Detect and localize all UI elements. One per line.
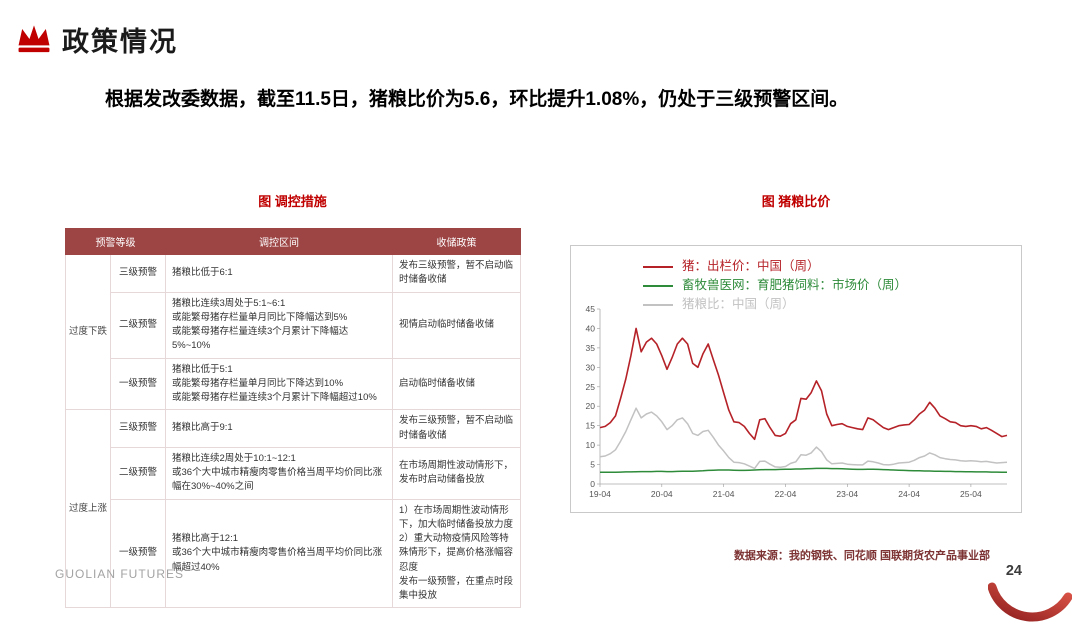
policy-cell: 启动临时储备收储 xyxy=(392,357,521,411)
chart-caption: 图 猪粮比价 xyxy=(761,194,831,209)
range-cell: 猪粮比低于5:1 或能繁母猪存栏量单月同比下降达到10% 或能繁母猪存栏量连续3… xyxy=(165,357,393,411)
header-control-range: 调控区间 xyxy=(165,228,393,255)
svg-text:25-04: 25-04 xyxy=(960,489,982,499)
legend-label: 猪：出栏价：中国（周） xyxy=(682,259,820,273)
table-row: 过度上涨 三级预警 猪粮比高于9:1 发布三级预警，暂不启动临时储备收储 xyxy=(65,409,521,609)
range-cell: 猪粮比高于12:1 或36个大中城市精瘦肉零售价格当周平均价同比涨幅超过40% xyxy=(165,498,393,609)
svg-text:20: 20 xyxy=(586,401,596,411)
svg-text:40: 40 xyxy=(586,323,596,333)
range-cell: 猪粮比高于9:1 xyxy=(165,409,393,448)
policy-cell: 1）在市场周期性波动情形下，加大临时储备投放力度 2）重大动物疫情风险等特殊情形… xyxy=(392,498,521,609)
chart-box: 猪：出栏价：中国（周） 畜牧兽医网：育肥猪饲料：市场价（周） 猪粮比：中国（周） 0… xyxy=(570,245,1022,513)
crown-logo-icon xyxy=(18,25,50,53)
legend-item: 畜牧兽医网：育肥猪饲料：市场价（周） xyxy=(643,277,1021,294)
table-caption: 图 调控措施 xyxy=(258,194,327,209)
table-header-row: 预警等级 调控区间 收储政策 xyxy=(65,228,521,255)
level-cell: 三级预警 xyxy=(110,409,166,448)
page-title: 政策情况 xyxy=(62,27,178,57)
group-label: 过度上涨 xyxy=(65,409,111,609)
svg-text:10: 10 xyxy=(586,440,596,450)
policy-cell: 视情启动临时储备收储 xyxy=(392,291,521,359)
level-cell: 二级预警 xyxy=(110,291,166,359)
svg-text:19-04: 19-04 xyxy=(589,489,611,499)
svg-text:5: 5 xyxy=(590,460,595,470)
svg-text:21-04: 21-04 xyxy=(713,489,735,499)
legend-line-swatch xyxy=(643,284,673,287)
table-row: 二级预警 猪粮比连续2周处于10:1~12:1 或36个大中城市精瘦肉零售价格当周… xyxy=(66,446,521,500)
subtitle-text: 根据发改委数据，截至11.5日，猪粮比价为5.6，环比提升1.08%，仍处于三级… xyxy=(105,89,849,110)
range-cell: 猪粮比低于6:1 xyxy=(165,254,393,293)
level-cell: 二级预警 xyxy=(110,446,166,500)
policy-cell: 在市场周期性波动情形下，发布时启动储备投放 xyxy=(392,446,521,500)
header-storage-policy: 收储政策 xyxy=(392,228,521,255)
policy-table: 预警等级 调控区间 收储政策 过度下跌 三级预警 猪粮比低于6:1 发布三级预警，暂不… xyxy=(65,228,521,609)
table-row: 一级预警 猪粮比低于5:1 或能繁母猪存栏量单月同比下降达到10% 或能繁母猪存栏… xyxy=(66,357,521,411)
level-cell: 一级预警 xyxy=(110,357,166,411)
crescent-decoration-icon xyxy=(988,582,1072,622)
svg-text:24-04: 24-04 xyxy=(898,489,920,499)
table-row: 一级预警 猪粮比高于12:1 或36个大中城市精瘦肉零售价格当周平均价同比涨幅超过… xyxy=(66,498,521,609)
svg-text:23-04: 23-04 xyxy=(836,489,858,499)
svg-text:25: 25 xyxy=(586,382,596,392)
policy-cell: 发布三级预警，暂不启动临时储备收储 xyxy=(392,254,521,293)
svg-text:20-04: 20-04 xyxy=(651,489,673,499)
data-source-note: 数据来源：我的钢铁、同花顺 国联期货农产品事业部 xyxy=(733,550,990,562)
table-row: 过度下跌 三级预警 猪粮比低于6:1 发布三级预警，暂不启动临时储备收储 xyxy=(65,253,521,411)
brand-text: GUOLIAN FUTURES xyxy=(55,567,185,581)
svg-text:30: 30 xyxy=(586,362,596,372)
page-number: 24 xyxy=(1005,563,1022,579)
legend-line-swatch xyxy=(643,303,673,306)
group-label: 过度下跌 xyxy=(65,253,111,411)
svg-text:22-04: 22-04 xyxy=(775,489,797,499)
table-row: 二级预警 猪粮比连续3周处于5:1~6:1 或能繁母猪存栏量单月同比下降幅达到5%… xyxy=(66,291,521,359)
svg-text:15: 15 xyxy=(586,421,596,431)
legend-label: 猪粮比：中国（周） xyxy=(682,297,795,311)
svg-text:45: 45 xyxy=(586,304,596,314)
range-cell: 猪粮比连续2周处于10:1~12:1 或36个大中城市精瘦肉零售价格当周平均价同… xyxy=(165,446,393,500)
range-cell: 猪粮比连续3周处于5:1~6:1 或能繁母猪存栏量单月同比下降幅达到5% 或能繁… xyxy=(165,291,393,359)
policy-table-wrap: 预警等级 调控区间 收储政策 过度下跌 三级预警 猪粮比低于6:1 发布三级预警，暂不… xyxy=(65,228,521,609)
legend-label: 畜牧兽医网：育肥猪饲料：市场价（周） xyxy=(682,278,908,292)
header-warning-level: 预警等级 xyxy=(65,228,166,255)
level-cell: 一级预警 xyxy=(110,498,166,609)
svg-text:35: 35 xyxy=(586,343,596,353)
chart-plot-area: 0 5 10 15 20 25 30 35 40 45 19-04 20-04 21-04 22-04 23… xyxy=(573,303,1019,508)
legend-line-swatch xyxy=(643,265,673,268)
chart-legend: 猪：出栏价：中国（周） 畜牧兽医网：育肥猪饲料：市场价（周） 猪粮比：中国（周） xyxy=(571,246,1021,317)
level-cell: 三级预警 xyxy=(110,254,166,293)
legend-item: 猪粮比：中国（周） xyxy=(643,296,1021,313)
svg-text:0: 0 xyxy=(590,479,595,489)
legend-item: 猪：出栏价：中国（周） xyxy=(643,258,1021,275)
policy-cell: 发布三级预警，暂不启动临时储备收储 xyxy=(392,409,521,448)
